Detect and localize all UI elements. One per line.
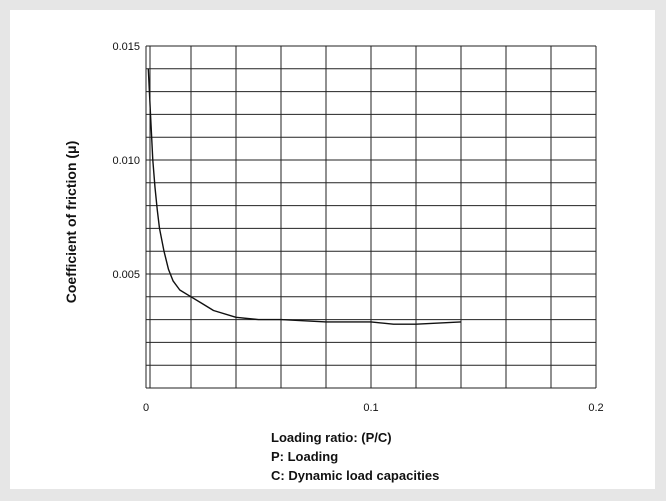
chart-panel [10, 10, 655, 489]
x-tick-label: 0.2 [588, 402, 603, 414]
note-c-capacity: C: Dynamic load capacities [271, 468, 440, 483]
chart-caption: Loading ratio: (P/C) P: Loading C: Dynam… [271, 428, 439, 485]
y-tick-label: 0.005 [112, 269, 140, 281]
x-tick-label: 0.1 [363, 402, 378, 414]
y-tick-label: 0.015 [112, 41, 140, 53]
y-tick-label: 0.010 [112, 155, 140, 167]
friction-curve [147, 68, 462, 325]
x-tick-label: 0 [143, 402, 149, 414]
x-axis-title: Loading ratio: (P/C) [271, 430, 392, 445]
y-axis-title: Coefficient of friction (μ) [63, 140, 79, 304]
note-p-loading: P: Loading [271, 449, 339, 464]
